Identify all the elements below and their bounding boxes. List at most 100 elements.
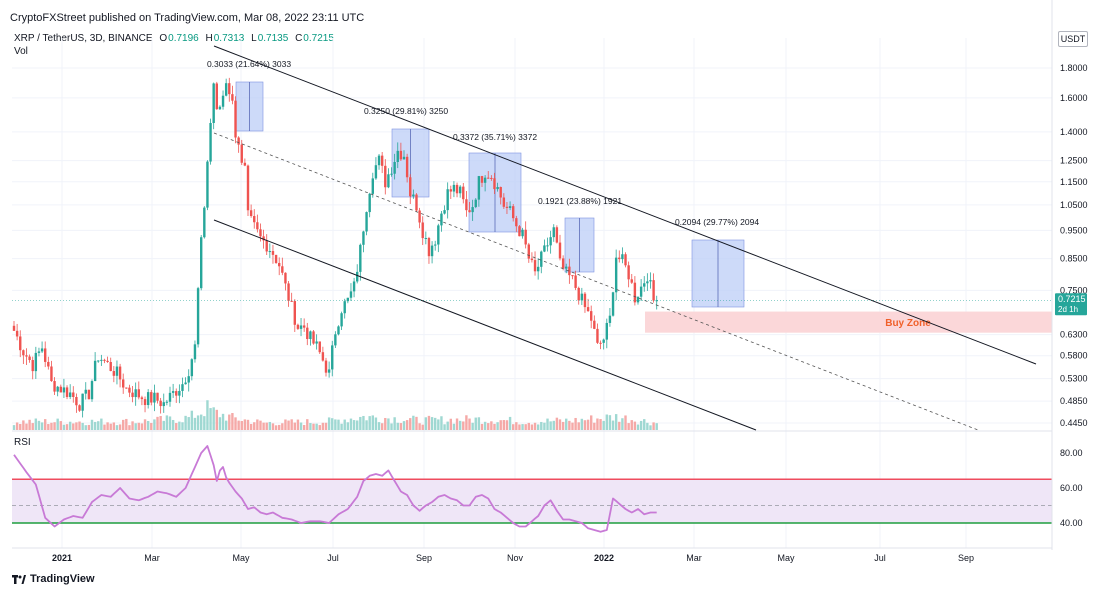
volume-bar <box>443 424 446 430</box>
measurement-label: 0.3250 (29.81%) 3250 <box>364 106 448 116</box>
candle-body <box>618 257 621 260</box>
volume-bar <box>512 424 515 430</box>
candle-body <box>380 155 384 166</box>
candle-body <box>580 293 584 301</box>
volume-bar <box>168 416 172 430</box>
open-label: O <box>159 33 168 44</box>
candle-body <box>586 307 590 312</box>
volume-bar <box>274 425 278 430</box>
grid-lines <box>12 38 1052 548</box>
candle-body <box>614 257 618 293</box>
candle-body <box>624 254 627 266</box>
volume-bar <box>508 416 512 430</box>
volume-bar <box>393 417 396 430</box>
volume-bar <box>430 417 434 430</box>
candle-body <box>434 244 437 246</box>
volume-bar <box>212 407 215 430</box>
volume-bar <box>593 422 596 430</box>
volume-bar <box>278 424 281 430</box>
volume-bar <box>449 418 452 430</box>
candle-body <box>546 245 549 247</box>
volume-bar <box>259 420 262 430</box>
volume-bar <box>552 420 555 430</box>
candle-body <box>259 229 262 237</box>
candle-body <box>421 222 424 239</box>
volume-bar <box>558 419 562 430</box>
volume-bar <box>412 415 415 430</box>
candle-body <box>455 184 459 194</box>
candle-body <box>59 386 62 393</box>
price-tick-label: 1.6000 <box>1060 93 1088 103</box>
volume-bar <box>505 420 509 430</box>
volume-bar <box>540 421 543 430</box>
candle-body <box>536 266 540 272</box>
symbol-name: XRP / TetherUS, 3D, BINANCE <box>14 33 153 44</box>
rsi-label: RSI <box>14 437 31 448</box>
candle-body <box>505 206 509 208</box>
time-tick-label: Jul <box>327 553 339 563</box>
candle-body <box>65 387 69 397</box>
candle-body <box>499 187 502 198</box>
volume-bar <box>652 422 655 430</box>
candle-body <box>474 199 477 208</box>
candle-body <box>549 237 552 246</box>
price-tick-label: 0.5300 <box>1060 374 1088 384</box>
volume-bar <box>265 422 268 430</box>
candle-body <box>490 177 493 179</box>
open-value: 0.7196 <box>168 33 199 44</box>
candle-body <box>621 254 624 260</box>
volume-bar <box>47 424 50 430</box>
price-tag-value: 0.7215 <box>1058 294 1086 304</box>
volume-bar <box>409 418 412 430</box>
volume-bar <box>365 420 368 430</box>
candle-body <box>171 391 175 393</box>
volume-bar <box>352 420 356 430</box>
volume-bar <box>334 419 337 430</box>
candle-body <box>187 376 190 383</box>
volume-bar <box>44 419 47 430</box>
buy-zone: Buy Zone <box>645 311 1052 333</box>
price-tick-label: 0.4850 <box>1060 396 1088 406</box>
volume-bar <box>565 418 568 430</box>
volume-bar <box>209 408 212 430</box>
volume-bar <box>246 419 250 430</box>
volume-bar <box>571 422 574 430</box>
volume-bar <box>346 422 350 430</box>
price-tick-label: 0.9500 <box>1060 225 1088 235</box>
measurement-label: 0.3372 (35.71%) 3372 <box>453 132 537 142</box>
candle-body <box>146 392 150 406</box>
volume-bar <box>56 418 59 430</box>
candle-body <box>306 327 309 340</box>
candle-body <box>68 392 72 397</box>
volume-bar <box>396 422 399 430</box>
volume-bar <box>580 418 584 430</box>
candle-body <box>605 322 608 340</box>
volume-bar <box>633 421 637 430</box>
volume-bar <box>602 420 605 430</box>
volume-bar <box>655 423 658 430</box>
candle-body <box>262 236 265 241</box>
candle-body <box>446 189 449 211</box>
candle-body <box>639 286 643 297</box>
candle-body <box>75 397 78 406</box>
volume-bar <box>19 423 22 430</box>
volume-bar <box>262 422 265 430</box>
volume-bar <box>415 416 418 430</box>
volume-bar <box>159 416 162 430</box>
rsi-tick-label: 80.00 <box>1060 448 1083 458</box>
candle-body <box>37 351 41 353</box>
tradingview-logo[interactable]: TradingView <box>12 573 95 585</box>
candle-body <box>368 193 371 213</box>
candle-body <box>312 331 315 344</box>
candle-body <box>512 206 515 219</box>
candle-body <box>62 387 66 393</box>
volume-bar <box>465 415 468 430</box>
currency-selector[interactable]: USDT <box>1058 31 1088 47</box>
volume-bar <box>281 423 284 430</box>
price-tick-label: 1.4000 <box>1060 127 1088 137</box>
volume-bar <box>106 422 109 430</box>
price-tick-label: 1.1500 <box>1060 177 1088 187</box>
volume-bar <box>31 423 34 430</box>
candle-body <box>203 207 206 238</box>
